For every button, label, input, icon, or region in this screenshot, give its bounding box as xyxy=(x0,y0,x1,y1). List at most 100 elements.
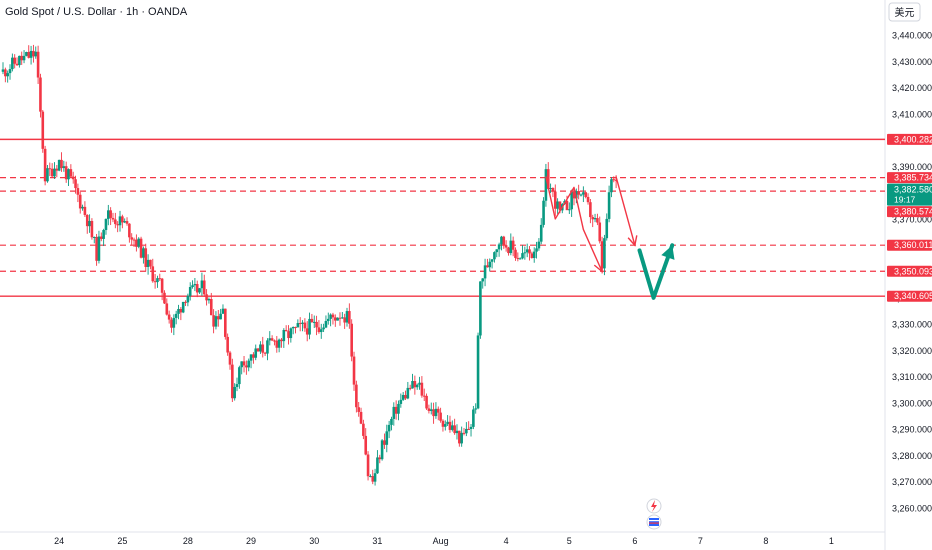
candle-body xyxy=(329,314,332,319)
candle-body xyxy=(85,214,89,227)
candle-body xyxy=(362,423,365,436)
candle-body xyxy=(142,248,145,258)
candle-body xyxy=(165,303,169,315)
candle-body xyxy=(27,52,31,58)
projection-path[interactable] xyxy=(615,176,636,246)
candle-body xyxy=(408,387,412,389)
candle-body xyxy=(71,176,75,180)
candle-body xyxy=(22,55,26,61)
candle-body xyxy=(53,168,56,177)
candle-body xyxy=(469,426,473,429)
candle-body xyxy=(109,210,112,218)
candle-body xyxy=(596,218,599,223)
candle-body xyxy=(422,395,426,397)
candle-body xyxy=(390,418,393,425)
candle-body xyxy=(341,317,344,319)
candle-body xyxy=(235,384,239,387)
x-tick-label: Aug xyxy=(433,536,449,546)
candle-body xyxy=(441,420,445,427)
candle-body xyxy=(481,278,485,282)
candle-body xyxy=(216,316,220,320)
candle-body xyxy=(352,356,356,385)
candle-body xyxy=(41,111,45,149)
candle-body xyxy=(219,313,222,320)
candle-body xyxy=(74,179,77,189)
candle-body xyxy=(532,251,536,258)
candle-body xyxy=(425,395,428,409)
candle-body xyxy=(144,248,148,268)
candle-body xyxy=(537,241,541,249)
candle-body xyxy=(586,196,590,203)
projection-path[interactable] xyxy=(637,243,675,300)
candle-body xyxy=(209,298,213,316)
candle-body xyxy=(291,326,295,329)
candle-body xyxy=(238,367,241,385)
candle-body xyxy=(497,244,501,250)
candle-body xyxy=(62,166,66,169)
x-tick-label: 29 xyxy=(246,536,256,546)
candle-body xyxy=(76,188,80,195)
currency-button-frame[interactable] xyxy=(888,2,921,22)
candle-body xyxy=(539,224,543,242)
candle-body xyxy=(549,188,552,190)
candle-body xyxy=(600,241,604,269)
flag-stripe xyxy=(649,520,659,522)
candle-body xyxy=(303,322,307,329)
candle-body xyxy=(67,169,70,180)
candle-body xyxy=(589,202,592,218)
price-level-value: 3,380.574 xyxy=(894,207,932,217)
candle-body xyxy=(242,361,246,366)
projection-path[interactable] xyxy=(545,176,603,273)
candle-body xyxy=(343,317,346,323)
candle-body xyxy=(280,339,283,342)
currency-button[interactable]: 美元 xyxy=(888,2,921,22)
candle-body xyxy=(240,361,243,368)
x-tick-label: 8 xyxy=(763,536,768,546)
event-markers[interactable] xyxy=(646,498,662,530)
candle-body xyxy=(298,323,302,325)
candle-body xyxy=(282,329,286,342)
candle-body xyxy=(315,321,318,328)
candle-body xyxy=(179,308,183,313)
candle-body xyxy=(268,338,272,341)
candle-body xyxy=(92,236,96,238)
candle-body xyxy=(418,382,421,385)
candle-body xyxy=(156,278,159,283)
y-tick-label: 3,410.000 xyxy=(892,109,932,119)
candle-body xyxy=(439,412,442,421)
candle-body xyxy=(193,284,197,286)
candle-body xyxy=(207,298,211,301)
current-price-value: 3,382.580 xyxy=(894,185,932,195)
candle-body xyxy=(331,314,335,318)
arrow-head xyxy=(593,261,604,273)
candle-body xyxy=(123,221,126,223)
candle-body xyxy=(451,425,454,430)
y-tick-label: 3,430.000 xyxy=(892,57,932,67)
candle-body xyxy=(245,365,248,368)
candle-body xyxy=(177,308,180,314)
candle-body xyxy=(221,308,225,314)
candle-body xyxy=(348,311,351,324)
candle-body xyxy=(394,406,398,414)
candle-body xyxy=(132,239,136,241)
candle-body xyxy=(502,236,506,246)
candle-body xyxy=(462,432,466,434)
candle-body xyxy=(570,191,573,210)
candle-body xyxy=(495,249,499,253)
y-tick-label: 3,290.000 xyxy=(892,425,932,435)
candle-body xyxy=(493,252,496,260)
x-tick-label: 7 xyxy=(698,536,703,546)
candle-body xyxy=(607,192,611,219)
candle-body xyxy=(128,223,131,238)
x-tick-label: 6 xyxy=(632,536,637,546)
candle-body xyxy=(184,301,187,303)
candle-body xyxy=(525,249,529,253)
candle-body xyxy=(174,313,178,318)
candle-body xyxy=(4,69,7,77)
candle-body xyxy=(95,236,98,261)
candle-body xyxy=(338,317,342,319)
currency-button-label[interactable]: 美元 xyxy=(895,6,915,19)
candle-body xyxy=(287,331,290,339)
